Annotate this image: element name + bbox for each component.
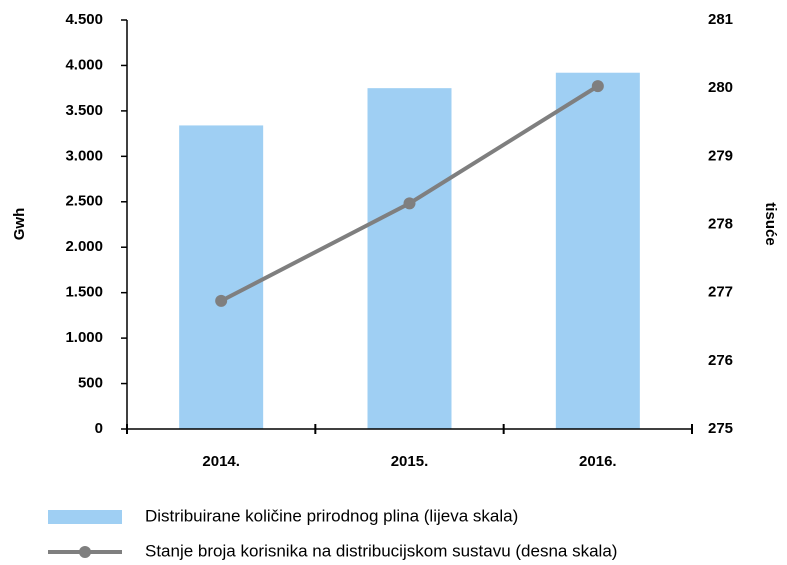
bar (367, 88, 452, 430)
y-tick-label: 2.500 (65, 193, 103, 210)
bar (555, 72, 640, 430)
y2-tick-label: 279 (708, 147, 733, 164)
y-tick-label: 1.500 (65, 284, 103, 301)
y-tick-label: 3.000 (65, 147, 103, 164)
bar (179, 125, 264, 429)
legend-label: Stanje broja korisnika na distribucijsko… (145, 541, 617, 560)
y-tick-label: 4.000 (65, 56, 103, 73)
y-tick-label: 3.500 (65, 102, 103, 119)
line-marker (215, 294, 228, 307)
y2-axis-title: tisuće (762, 202, 779, 245)
y2-tick-label: 281 (708, 11, 733, 28)
y-tick-label: 0 (95, 420, 103, 437)
y-tick-label: 2.000 (65, 238, 103, 255)
y2-tick-label: 276 (708, 352, 733, 369)
x-tick-label: 2016. (579, 453, 617, 470)
x-tick-label: 2015. (391, 453, 429, 470)
y-axis-title: Gwh (11, 208, 28, 241)
x-tick-label: 2014. (202, 453, 240, 470)
y-tick-label: 500 (78, 375, 103, 392)
y2-tick-label: 277 (708, 284, 733, 301)
line-marker (403, 197, 416, 210)
legend-label: Distribuirane količine prirodnog plina (… (145, 506, 518, 525)
line-marker (591, 80, 604, 93)
y-tick-label: 1.000 (65, 329, 103, 346)
y2-tick-label: 280 (708, 79, 733, 96)
legend-swatch (48, 510, 122, 524)
y2-tick-label: 278 (708, 215, 733, 232)
y-tick-label: 4.500 (65, 11, 103, 28)
legend-marker (79, 546, 91, 558)
y2-tick-label: 275 (708, 420, 733, 437)
